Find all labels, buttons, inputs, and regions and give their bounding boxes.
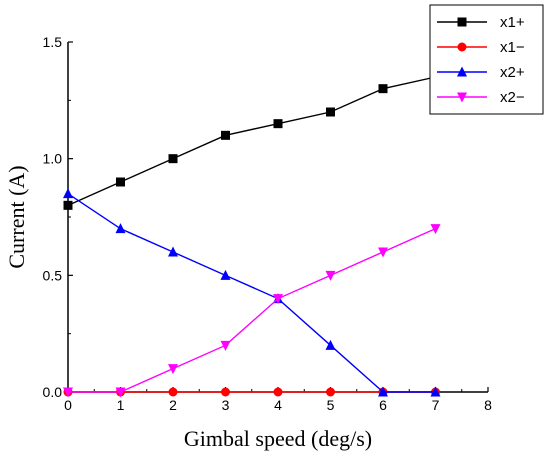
data-point (116, 177, 125, 187)
legend: x1+ x1− x2+ x2− (429, 4, 544, 115)
data-point (326, 387, 335, 397)
series-3 (63, 224, 441, 398)
legend-marker (457, 42, 467, 52)
data-point (378, 386, 388, 397)
legend-label: x1− (500, 39, 525, 56)
plot-area (67, 42, 488, 393)
x-tick-label: 5 (327, 397, 335, 413)
series-0 (63, 72, 440, 210)
data-point (168, 387, 178, 397)
series-2 (63, 188, 441, 397)
data-point (221, 130, 230, 140)
x-tick-label: 4 (274, 397, 282, 413)
x-tick-label: 1 (117, 397, 125, 413)
legend-label: x2− (500, 89, 525, 106)
x-tick-label: 7 (432, 397, 440, 413)
x-tick-label: 3 (222, 397, 230, 413)
x-axis-title: Gimbal speed (deg/s) (184, 426, 372, 451)
data-point (430, 224, 441, 235)
data-point (273, 387, 283, 397)
data-point (63, 188, 73, 199)
data-point (325, 270, 336, 281)
data-point (115, 387, 126, 398)
data-point (220, 340, 231, 351)
x-tick-label: 2 (169, 397, 177, 413)
y-tick-label: 1.0 (43, 151, 63, 167)
legend-box (429, 4, 544, 115)
data-point (430, 386, 441, 397)
legend-marker (457, 92, 467, 103)
data-point (168, 154, 178, 164)
data-point (115, 223, 126, 234)
data-point (63, 200, 73, 210)
data-point (273, 294, 283, 305)
series-line (67, 193, 436, 393)
data-point (168, 364, 178, 375)
legend-marker (457, 66, 467, 77)
y-tick-label: 1.5 (43, 34, 63, 50)
legend-marker (457, 17, 467, 27)
data-point (221, 387, 230, 397)
data-point (63, 387, 73, 398)
y-tick-label: 0.0 (43, 384, 63, 400)
y-tick-label: 0.5 (43, 267, 63, 283)
data-point (273, 119, 283, 129)
series-line (67, 76, 436, 206)
data-point (220, 269, 231, 280)
data-point (378, 247, 388, 258)
series-layer (63, 72, 441, 398)
x-tick-label: 0 (64, 397, 72, 413)
legend-label: x2+ (500, 64, 525, 81)
x-tick-label: 8 (484, 397, 492, 413)
data-point (378, 84, 388, 94)
y-axis-title: Current (A) (4, 165, 29, 268)
series-line (68, 228, 436, 393)
data-point (326, 107, 335, 117)
data-point (168, 246, 178, 257)
data-point (325, 339, 336, 350)
legend-label: x1+ (500, 14, 525, 31)
x-tick-label: 6 (379, 397, 387, 413)
